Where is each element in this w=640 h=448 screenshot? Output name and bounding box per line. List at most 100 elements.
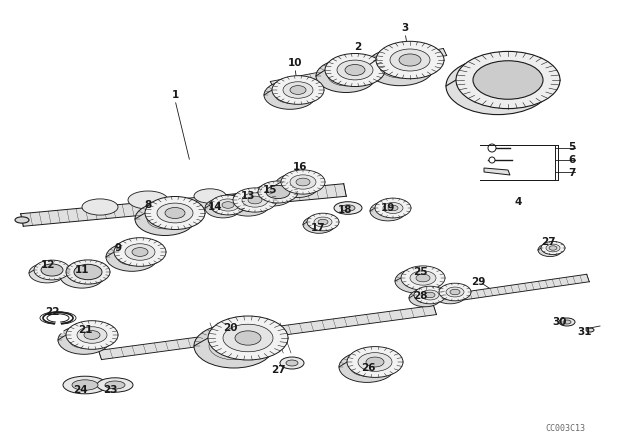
Circle shape bbox=[488, 144, 496, 152]
Ellipse shape bbox=[339, 352, 395, 383]
Ellipse shape bbox=[217, 199, 239, 211]
Text: 7: 7 bbox=[568, 168, 576, 178]
Ellipse shape bbox=[266, 185, 290, 198]
Ellipse shape bbox=[414, 286, 446, 304]
Ellipse shape bbox=[286, 360, 298, 366]
Ellipse shape bbox=[334, 202, 362, 214]
Text: 19: 19 bbox=[381, 203, 395, 213]
Ellipse shape bbox=[258, 181, 298, 203]
Text: 23: 23 bbox=[103, 385, 117, 395]
Ellipse shape bbox=[72, 380, 98, 390]
Ellipse shape bbox=[157, 203, 193, 223]
Ellipse shape bbox=[541, 241, 565, 254]
Ellipse shape bbox=[105, 381, 125, 389]
Text: 5: 5 bbox=[568, 142, 575, 152]
Ellipse shape bbox=[205, 198, 241, 218]
Ellipse shape bbox=[395, 269, 439, 293]
Ellipse shape bbox=[450, 289, 460, 295]
Ellipse shape bbox=[34, 260, 70, 280]
Ellipse shape bbox=[223, 324, 273, 352]
Ellipse shape bbox=[314, 217, 332, 227]
Ellipse shape bbox=[316, 60, 376, 92]
Ellipse shape bbox=[290, 175, 316, 189]
Text: 29: 29 bbox=[471, 277, 485, 287]
Ellipse shape bbox=[41, 264, 63, 276]
Ellipse shape bbox=[446, 57, 550, 115]
Text: 12: 12 bbox=[41, 260, 55, 270]
Ellipse shape bbox=[546, 244, 560, 252]
Ellipse shape bbox=[47, 314, 69, 322]
Ellipse shape bbox=[222, 202, 234, 208]
Ellipse shape bbox=[421, 290, 439, 300]
Ellipse shape bbox=[439, 283, 471, 301]
Ellipse shape bbox=[210, 195, 246, 215]
Ellipse shape bbox=[63, 376, 107, 394]
Text: 24: 24 bbox=[73, 385, 87, 395]
Ellipse shape bbox=[283, 82, 313, 98]
Ellipse shape bbox=[410, 271, 436, 285]
Ellipse shape bbox=[125, 244, 155, 260]
Ellipse shape bbox=[549, 246, 557, 250]
Ellipse shape bbox=[194, 189, 226, 203]
Text: 25: 25 bbox=[413, 267, 428, 277]
Text: 16: 16 bbox=[292, 162, 307, 172]
Text: 3: 3 bbox=[401, 23, 408, 33]
Text: 4: 4 bbox=[515, 197, 522, 207]
Ellipse shape bbox=[280, 357, 304, 369]
Ellipse shape bbox=[194, 324, 274, 368]
Polygon shape bbox=[99, 306, 436, 360]
Polygon shape bbox=[484, 168, 510, 175]
Text: 2: 2 bbox=[355, 42, 362, 52]
Ellipse shape bbox=[235, 331, 261, 345]
Text: 28: 28 bbox=[413, 291, 428, 301]
Text: 27: 27 bbox=[271, 365, 285, 375]
Text: 22: 22 bbox=[45, 307, 60, 317]
Ellipse shape bbox=[370, 201, 406, 221]
Ellipse shape bbox=[586, 328, 594, 332]
Text: 26: 26 bbox=[361, 363, 375, 373]
Ellipse shape bbox=[434, 286, 466, 304]
Ellipse shape bbox=[366, 48, 434, 86]
Ellipse shape bbox=[208, 316, 288, 360]
Ellipse shape bbox=[29, 263, 65, 283]
Ellipse shape bbox=[264, 81, 316, 109]
Ellipse shape bbox=[66, 260, 110, 284]
Ellipse shape bbox=[106, 243, 158, 271]
Ellipse shape bbox=[376, 41, 444, 79]
Ellipse shape bbox=[248, 196, 262, 204]
Ellipse shape bbox=[390, 49, 430, 71]
Ellipse shape bbox=[242, 193, 268, 207]
Ellipse shape bbox=[58, 326, 110, 354]
Ellipse shape bbox=[15, 217, 29, 223]
Ellipse shape bbox=[128, 191, 168, 209]
Ellipse shape bbox=[97, 378, 133, 392]
Ellipse shape bbox=[60, 264, 104, 288]
Ellipse shape bbox=[114, 238, 166, 266]
Text: CC003C13: CC003C13 bbox=[545, 423, 585, 432]
Ellipse shape bbox=[272, 76, 324, 104]
Ellipse shape bbox=[281, 170, 325, 194]
Ellipse shape bbox=[296, 178, 310, 186]
Ellipse shape bbox=[66, 321, 118, 349]
Ellipse shape bbox=[132, 248, 148, 256]
Ellipse shape bbox=[325, 53, 385, 86]
Text: 14: 14 bbox=[208, 202, 222, 212]
Polygon shape bbox=[270, 48, 447, 89]
Text: 27: 27 bbox=[541, 237, 556, 247]
Circle shape bbox=[489, 157, 495, 163]
Ellipse shape bbox=[401, 266, 445, 290]
Ellipse shape bbox=[456, 52, 560, 108]
Ellipse shape bbox=[446, 287, 464, 297]
Ellipse shape bbox=[290, 86, 306, 95]
Ellipse shape bbox=[425, 292, 435, 298]
Ellipse shape bbox=[275, 173, 319, 198]
Ellipse shape bbox=[337, 60, 373, 80]
Ellipse shape bbox=[307, 213, 339, 231]
Ellipse shape bbox=[383, 202, 403, 214]
Ellipse shape bbox=[135, 202, 195, 236]
Text: 17: 17 bbox=[310, 223, 325, 233]
Ellipse shape bbox=[358, 353, 392, 371]
Ellipse shape bbox=[416, 274, 430, 282]
Ellipse shape bbox=[388, 205, 398, 211]
Ellipse shape bbox=[473, 61, 543, 99]
